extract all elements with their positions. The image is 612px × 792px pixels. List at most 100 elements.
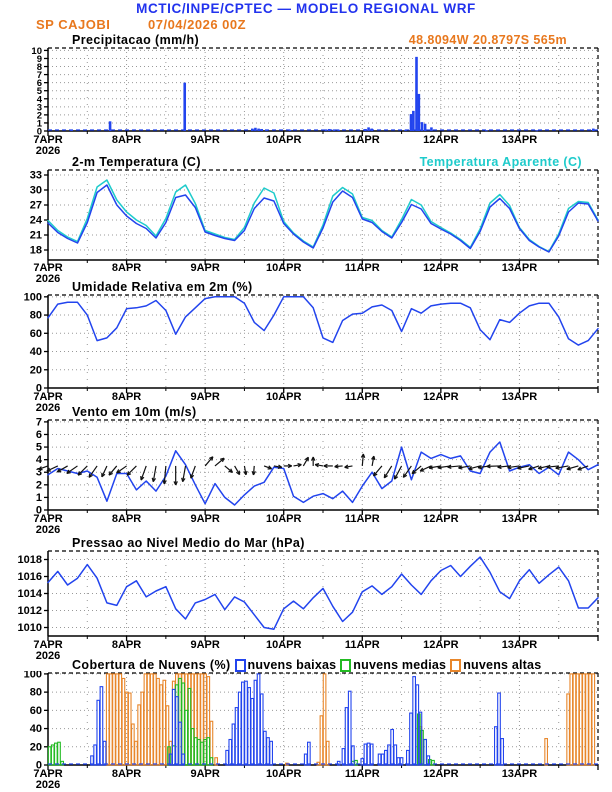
panel-title-cloud-cover: Cobertura de Nuvens (%) [72, 658, 231, 672]
svg-text:10APR: 10APR [266, 391, 302, 403]
svg-text:0: 0 [37, 127, 42, 138]
legend-nuvens-medias: nuvens medias [340, 658, 446, 672]
svg-text:60: 60 [30, 328, 42, 340]
svg-text:9APR: 9APR [190, 768, 219, 780]
svg-text:100: 100 [24, 671, 42, 680]
svg-text:7APR: 7APR [33, 768, 62, 780]
svg-text:2: 2 [37, 110, 42, 121]
svg-text:1018: 1018 [18, 554, 42, 566]
legend-nuvens-altas-label: nuvens altas [463, 658, 542, 672]
svg-text:0: 0 [36, 383, 42, 395]
nuvens-medias-swatch-icon [340, 658, 352, 672]
nuvens-altas-swatch-icon [450, 658, 462, 672]
svg-text:6: 6 [36, 429, 42, 441]
svg-text:3: 3 [36, 467, 42, 479]
svg-text:0: 0 [36, 760, 42, 772]
svg-text:8APR: 8APR [112, 768, 141, 780]
svg-text:2026: 2026 [36, 273, 60, 285]
svg-text:12APR: 12APR [423, 768, 459, 780]
svg-text:4: 4 [37, 94, 43, 105]
svg-text:27: 27 [30, 200, 42, 212]
svg-text:13APR: 13APR [502, 391, 538, 403]
svg-text:9APR: 9APR [190, 639, 219, 651]
svg-text:13APR: 13APR [502, 134, 538, 146]
panel-title-wind: Vento em 10m (m/s) [72, 405, 197, 419]
cloud-legend-row: Cobertura de Nuvens (%) nuvens baixas nu… [72, 658, 610, 672]
svg-text:7APR: 7APR [33, 262, 62, 274]
svg-text:7APR: 7APR [33, 134, 62, 146]
svg-text:33: 33 [30, 170, 42, 182]
svg-text:30: 30 [30, 185, 42, 197]
svg-text:13APR: 13APR [502, 513, 538, 525]
svg-text:11APR: 11APR [345, 391, 380, 403]
model-title: MCTIC/INPE/CPTEC — MODELO REGIONAL WRF [136, 1, 476, 16]
svg-text:1: 1 [37, 118, 43, 129]
svg-text:8APR: 8APR [112, 391, 141, 403]
svg-text:11APR: 11APR [345, 768, 380, 780]
svg-text:8APR: 8APR [112, 262, 141, 274]
svg-text:8APR: 8APR [112, 639, 141, 651]
legend-nuvens-baixas: nuvens baixas [234, 658, 337, 672]
svg-text:24: 24 [30, 215, 43, 227]
svg-text:7: 7 [37, 70, 42, 81]
svg-text:9APR: 9APR [190, 391, 219, 403]
station-name: SP CAJOBI [36, 17, 111, 32]
svg-text:11APR: 11APR [345, 513, 380, 525]
svg-text:1014: 1014 [18, 588, 43, 600]
svg-text:2: 2 [36, 479, 42, 491]
svg-text:2026: 2026 [36, 650, 60, 662]
panel-title-apparent-temperature: Temperatura Aparente (C) [419, 155, 582, 169]
panel-title-humidity: Umidade Relativa em 2m (%) [72, 280, 253, 294]
svg-text:12APR: 12APR [423, 391, 459, 403]
svg-text:2026: 2026 [36, 145, 60, 157]
svg-text:8APR: 8APR [112, 513, 141, 525]
svg-text:10APR: 10APR [266, 134, 302, 146]
svg-text:7APR: 7APR [33, 639, 62, 651]
panel-title-precipitation: Precipitacao (mm/h) [72, 33, 200, 47]
legend-nuvens-medias-label: nuvens medias [353, 658, 447, 672]
svg-text:11APR: 11APR [345, 639, 380, 651]
panel-title-pressure: Pressao ao Nivel Medio do Mar (hPa) [72, 536, 305, 550]
svg-text:5: 5 [37, 86, 43, 97]
svg-text:12APR: 12APR [423, 639, 459, 651]
svg-text:9APR: 9APR [190, 513, 219, 525]
pressure-chart: 1010 1012 1014 1016 1018 7APR 8APR 9APR 10APR 11A… [18, 550, 599, 662]
svg-text:2026: 2026 [36, 779, 60, 791]
svg-text:12APR: 12APR [423, 262, 459, 274]
humidity-chart: 0 20 40 60 80 100 7APR 8APR 9APR 10APR 11APR 12APR 1… [24, 293, 599, 414]
svg-text:7APR: 7APR [33, 391, 62, 403]
svg-text:80: 80 [30, 310, 42, 322]
temperature-chart: 18 21 24 27 30 33 7APR 8APR 9APR 10APR 11APR 12APR 1… [30, 169, 599, 285]
svg-text:13APR: 13APR [502, 768, 538, 780]
svg-text:10APR: 10APR [266, 513, 302, 525]
svg-text:11APR: 11APR [345, 134, 380, 146]
svg-text:2026: 2026 [36, 402, 60, 414]
cloud-cover-chart: 0 20 40 60 80 100 7APR 8APR 9APR 10APR 11APR 12APR 1… [24, 671, 599, 791]
svg-text:8: 8 [37, 62, 42, 73]
svg-text:80: 80 [30, 687, 42, 699]
svg-text:10: 10 [31, 46, 42, 57]
svg-text:10APR: 10APR [266, 768, 302, 780]
svg-text:11APR: 11APR [345, 262, 380, 274]
svg-text:1010: 1010 [18, 622, 42, 634]
nuvens-baixas-swatch-icon [234, 658, 246, 672]
location-coords: 48.8094W 20.8797S 565m [408, 33, 567, 47]
svg-text:100: 100 [24, 293, 42, 303]
run-datetime: 07/04/2026 00Z [148, 17, 247, 32]
svg-text:10APR: 10APR [266, 262, 302, 274]
svg-text:9APR: 9APR [190, 134, 219, 146]
svg-text:0: 0 [36, 505, 42, 517]
svg-text:6: 6 [37, 78, 42, 89]
svg-text:12APR: 12APR [423, 513, 459, 525]
svg-text:3: 3 [37, 102, 42, 113]
svg-text:4: 4 [36, 454, 43, 466]
svg-text:7APR: 7APR [33, 513, 62, 525]
svg-text:9APR: 9APR [190, 262, 219, 274]
svg-text:40: 40 [30, 346, 42, 358]
svg-text:8APR: 8APR [112, 134, 141, 146]
svg-text:40: 40 [30, 723, 42, 735]
svg-text:7: 7 [36, 418, 42, 428]
svg-text:20: 20 [30, 741, 42, 753]
svg-text:1: 1 [36, 492, 42, 504]
